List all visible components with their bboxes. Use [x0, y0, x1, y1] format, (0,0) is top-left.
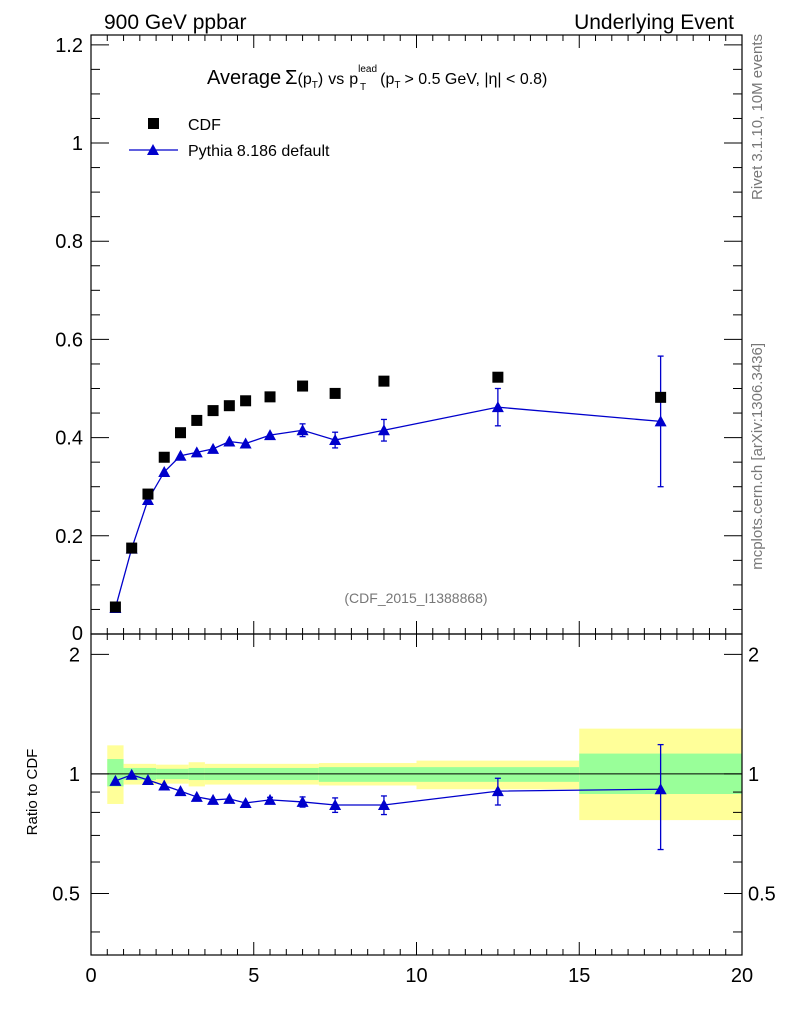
ratio-data-point: [377, 799, 390, 811]
ratio-data-point: [207, 793, 220, 805]
main-ytick-label: 0.8: [55, 231, 83, 253]
cdf-data-point: [297, 380, 309, 392]
mc-data-point: [654, 415, 667, 427]
legend-cdf-marker: [148, 118, 159, 129]
title-sigma: Σ: [285, 67, 297, 89]
mc-data-point: [264, 429, 277, 441]
title-cut-rest: > 0.5 GeV, |η| < 0.8): [404, 71, 547, 88]
legend-cdf-label: CDF: [188, 117, 221, 134]
mc-data-point: [296, 424, 309, 436]
title-prefix: Average: [207, 67, 281, 89]
mc-data-point: [223, 435, 236, 447]
mcplots-label: mcplots.cern.ch [arXiv:1306.3436]: [749, 343, 766, 570]
ratio-panel: 0 5 10 15 20 0.5 0.5 1 1 2 2 Ratio to CDF: [24, 633, 776, 987]
ratio-ytick-label-left: 2: [69, 644, 80, 666]
ratio-xtick-label: 5: [248, 965, 259, 987]
ratio-data-point: [174, 785, 187, 797]
ratio-data-point: [223, 792, 236, 804]
cdf-data-point: [378, 375, 390, 387]
analysis-watermark: (CDF_2015_I1388868): [344, 590, 487, 606]
title-sub: T: [360, 82, 366, 93]
title-cut-open: (p: [380, 71, 394, 88]
cdf-data-point: [142, 488, 154, 500]
ratio-ytick-label-right: 1: [748, 764, 759, 786]
mc-line: [114, 406, 661, 609]
cdf-data-point: [191, 414, 203, 426]
cdf-data-point: [207, 405, 219, 417]
ratio-data-point: [329, 799, 342, 811]
ratio-data-point: [654, 783, 667, 795]
legend: CDF Pythia 8.186 default: [129, 117, 330, 160]
ratio-xtick-label: 20: [731, 965, 753, 987]
cdf-data-point: [655, 391, 667, 403]
mc-data-point: [491, 401, 504, 413]
cdf-data-point: [329, 387, 341, 399]
title-p: p: [349, 71, 358, 88]
cdf-data-point: [175, 427, 187, 439]
cdf-data-point: [264, 391, 276, 403]
main-ytick-label: 0.4: [55, 428, 83, 450]
ratio-data-point: [491, 785, 504, 797]
header-left-label: 900 GeV ppbar: [104, 11, 246, 34]
main-ytick-label-zero: 0: [72, 623, 83, 645]
legend-mc-marker: [147, 144, 159, 155]
ratio-ylabel: Ratio to CDF: [24, 749, 41, 836]
ratio-data-point: [158, 779, 171, 791]
mc-data-point: [207, 442, 220, 454]
ratio-ytick-label-left: 0.5: [52, 883, 80, 905]
ratio-xtick-label: 10: [405, 965, 427, 987]
mc-data-point: [377, 424, 390, 436]
title-cut-sub: T: [394, 80, 400, 91]
legend-mc-label: Pythia 8.186 default: [188, 143, 330, 160]
title-pt-close: ): [318, 71, 323, 88]
mc-data-point: [190, 446, 203, 458]
cdf-data-point: [158, 451, 170, 463]
ratio-data-point: [190, 790, 203, 802]
title-pt-open: (p: [298, 71, 312, 88]
cdf-data-point: [126, 542, 138, 554]
main-ytick-label: 0.6: [55, 329, 83, 351]
cdf-data-point: [223, 400, 235, 412]
ratio-data-point: [125, 768, 138, 780]
header-right-label: Underlying Event: [574, 11, 734, 34]
mc-data-point: [329, 434, 342, 446]
ratio-data-point: [239, 796, 252, 808]
ratio-xtick-label: 15: [568, 965, 590, 987]
ratio-ytick-label-right: 0.5: [748, 883, 776, 905]
title-pt-sub: T: [312, 80, 318, 91]
title-vs: vs: [328, 71, 344, 88]
main-panel: Average Σ(pT) vs plead T (pT > 0.5 GeV, |η| < …: [55, 34, 743, 645]
mc-data-point: [174, 449, 187, 461]
ratio-data-point: [296, 795, 309, 807]
cdf-data-point: [492, 371, 504, 383]
ratio-ytick-label-left: 1: [69, 764, 80, 786]
title-sup: lead: [358, 64, 377, 75]
ratio-band-inner: [416, 767, 580, 782]
ratio-band-inner: [318, 767, 417, 782]
mc-data-point: [239, 437, 252, 449]
ratio-data-point: [141, 774, 154, 786]
main-title: Average Σ(pT) vs plead T (pT > 0.5 GeV, |η| < …: [207, 64, 547, 93]
main-ytick-label: 1: [72, 133, 83, 155]
main-ytick-label: 0.2: [55, 526, 83, 548]
main-ytick-label: 1.2: [55, 35, 83, 57]
cdf-data-point: [240, 395, 252, 407]
mc-data-point: [158, 465, 171, 477]
cdf-data-point: [109, 601, 121, 613]
ratio-xtick-label: 0: [85, 965, 96, 987]
ratio-data-point: [109, 774, 122, 786]
ratio-ytick-label-right: 2: [748, 644, 759, 666]
ratio-data-point: [264, 793, 277, 805]
rivet-label: Rivet 3.1.10, 10M events: [749, 34, 766, 200]
